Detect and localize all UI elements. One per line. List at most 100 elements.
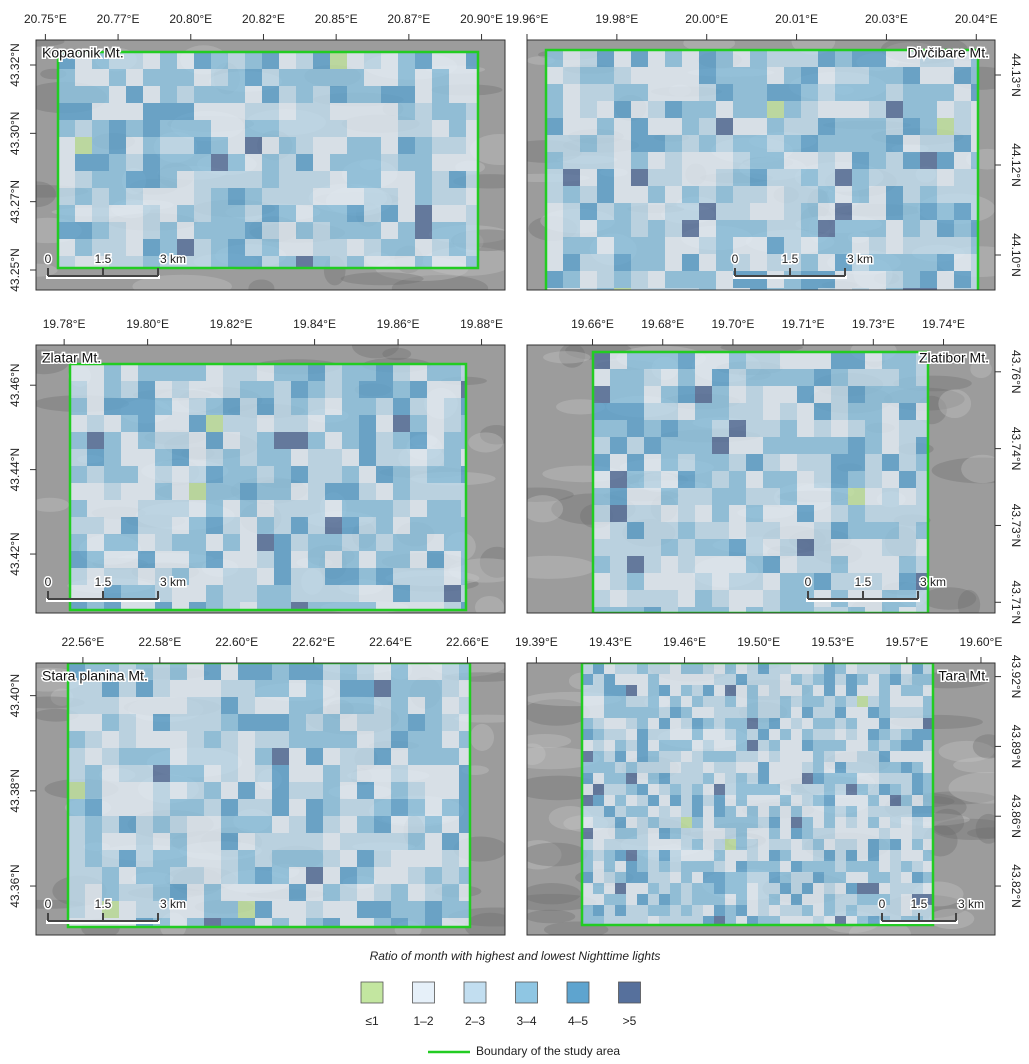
raster-cell (835, 751, 846, 762)
raster-cell (143, 52, 160, 69)
raster-cell (255, 918, 272, 927)
raster-cell (729, 386, 746, 403)
raster-cell (427, 364, 444, 381)
raster-cell (846, 905, 857, 916)
raster-cell (831, 522, 848, 539)
raster-cell (882, 539, 899, 556)
raster-cell (109, 222, 126, 239)
raster-cell (189, 466, 206, 483)
raster-cell (211, 188, 228, 205)
raster-cell (747, 685, 758, 696)
raster-cell (716, 169, 733, 186)
raster-cell (126, 86, 143, 103)
raster-cell (597, 169, 614, 186)
raster-cell (670, 916, 681, 925)
raster-cell (398, 188, 415, 205)
raster-cell (627, 471, 644, 488)
raster-cell (415, 52, 432, 69)
raster-cell (466, 222, 478, 239)
raster-cell (901, 674, 912, 685)
raster-cell (937, 152, 954, 169)
scale-label: 1.5 (782, 252, 799, 266)
raster-cell (427, 398, 444, 415)
raster-cell (681, 861, 692, 872)
raster-cell (648, 718, 659, 729)
legend-label: 2–3 (465, 1014, 485, 1028)
raster-cell (262, 205, 279, 222)
raster-cell (835, 894, 846, 905)
raster-cell (597, 50, 614, 67)
raster-cell (758, 861, 769, 872)
raster-cell (747, 707, 758, 718)
raster-cell (665, 186, 682, 203)
raster-cell (138, 364, 155, 381)
raster-cell (289, 867, 306, 884)
raster-cell (291, 585, 308, 602)
raster-cell (442, 918, 459, 927)
raster-cell (659, 806, 670, 817)
raster-cell (857, 674, 868, 685)
relief (501, 556, 596, 579)
raster-cell (682, 118, 699, 135)
raster-cell (920, 220, 937, 237)
raster-cell (582, 685, 593, 696)
raster-cell (615, 861, 626, 872)
raster-cell (780, 773, 791, 784)
raster-cell (563, 135, 580, 152)
raster-cell (408, 731, 425, 748)
raster-cell (857, 762, 868, 773)
raster-cell (444, 432, 461, 449)
raster-cell (780, 762, 791, 773)
raster-cell (814, 471, 831, 488)
raster-cell (376, 500, 393, 517)
raster-cell (444, 500, 461, 517)
raster-cell (648, 828, 659, 839)
raster-cell (189, 432, 206, 449)
raster-cell (391, 748, 408, 765)
raster-cell (813, 883, 824, 894)
raster-cell (563, 237, 580, 254)
raster-cell (682, 50, 699, 67)
raster-cell (954, 118, 971, 135)
raster-cell (791, 674, 802, 685)
raster-cell (155, 483, 172, 500)
raster-cell (459, 731, 470, 748)
raster-cell (68, 697, 85, 714)
raster-cell (432, 256, 449, 268)
raster-cell (780, 729, 791, 740)
raster-cell (747, 839, 758, 850)
raster-cell (119, 799, 136, 816)
raster-cell (890, 806, 901, 817)
raster-cell (604, 828, 615, 839)
raster-cell (593, 674, 604, 685)
raster-cell (712, 386, 729, 403)
raster-cell (109, 171, 126, 188)
raster-cell (848, 454, 865, 471)
raster-cell (432, 69, 449, 86)
raster-cell (593, 573, 610, 590)
raster-cell (449, 137, 466, 154)
raster-cell (835, 762, 846, 773)
raster-cell (802, 707, 813, 718)
raster-cell (593, 590, 610, 607)
raster-cell (899, 369, 916, 386)
boundary-label: Boundary of the study area (476, 1044, 620, 1058)
raster-cell (206, 466, 223, 483)
raster-cell (626, 696, 637, 707)
raster-cell (143, 120, 160, 137)
relief (929, 909, 974, 929)
raster-cell (289, 816, 306, 833)
raster-cell (681, 850, 692, 861)
raster-cell (813, 707, 824, 718)
raster-cell (102, 714, 119, 731)
raster-cell (68, 748, 85, 765)
raster-cell (308, 432, 325, 449)
raster-cell (729, 522, 746, 539)
raster-cell (890, 740, 901, 751)
raster-cell (852, 84, 869, 101)
raster-cell (695, 539, 712, 556)
raster-cell (610, 556, 627, 573)
raster-cell (695, 522, 712, 539)
raster-cell (890, 773, 901, 784)
raster-cell (189, 449, 206, 466)
